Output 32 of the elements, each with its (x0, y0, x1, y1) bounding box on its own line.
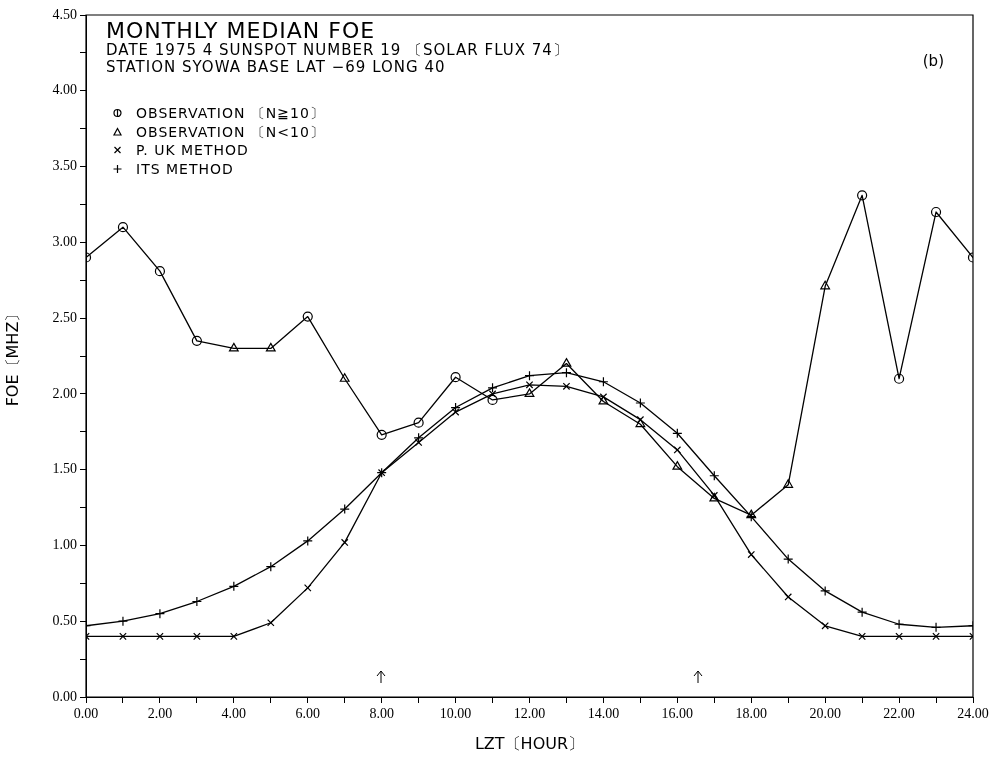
y-tick-label: 3.00 (52, 234, 77, 250)
legend-label: ITS METHOD (136, 159, 234, 178)
x-tick-label: 8.00 (369, 706, 394, 722)
chart-title: MONTHLY MEDIAN FOE (106, 18, 377, 43)
y-tick-label: 0.00 (52, 688, 77, 704)
x-tick-label: 22.00 (883, 706, 915, 722)
x-tick-label: 20.00 (809, 706, 841, 722)
x-tick-label: 0.00 (73, 706, 99, 722)
x-tick-label: 14.00 (587, 706, 620, 722)
y-tick-label: 2.50 (52, 309, 77, 325)
x-tick-label: 6.00 (295, 706, 320, 722)
annotation: (b) (922, 52, 944, 70)
x-tick-label: 16.00 (661, 706, 694, 722)
y-tick-label: 3.50 (52, 158, 77, 174)
y-axis-title: FOE〔MHZ〕 (2, 305, 22, 407)
x-tick-label: 10.00 (439, 706, 472, 722)
y-tick-label: 1.50 (52, 461, 77, 477)
y-tick-label: 1.00 (52, 537, 77, 553)
legend-label: OBSERVATION 〔N≧10〕 (136, 104, 325, 123)
legend-label: P. UK METHOD (136, 141, 249, 160)
y-tick-label: 2.00 (52, 385, 77, 401)
y-tick-label: 0.50 (52, 612, 77, 628)
x-tick-label: 18.00 (735, 706, 767, 722)
x-tick-label: 2.00 (147, 706, 173, 722)
y-tick-label: 4.00 (52, 82, 77, 98)
x-tick-label: 4.00 (221, 706, 247, 722)
x-tick-label: 24.00 (957, 706, 989, 722)
legend-label: OBSERVATION 〔N<10〕 (136, 122, 325, 141)
text: DATE 1975 4 SUNSPOT NUMBER 19 〔SOLAR FLUX 74〕 STATION SYOWA BASE LAT −69 LONG 40 (106, 41, 569, 76)
x-axis-title: LZT〔HOUR〕 (474, 733, 585, 753)
x-tick-label: 12.00 (513, 706, 546, 722)
y-tick-label: 4.50 (52, 6, 77, 22)
